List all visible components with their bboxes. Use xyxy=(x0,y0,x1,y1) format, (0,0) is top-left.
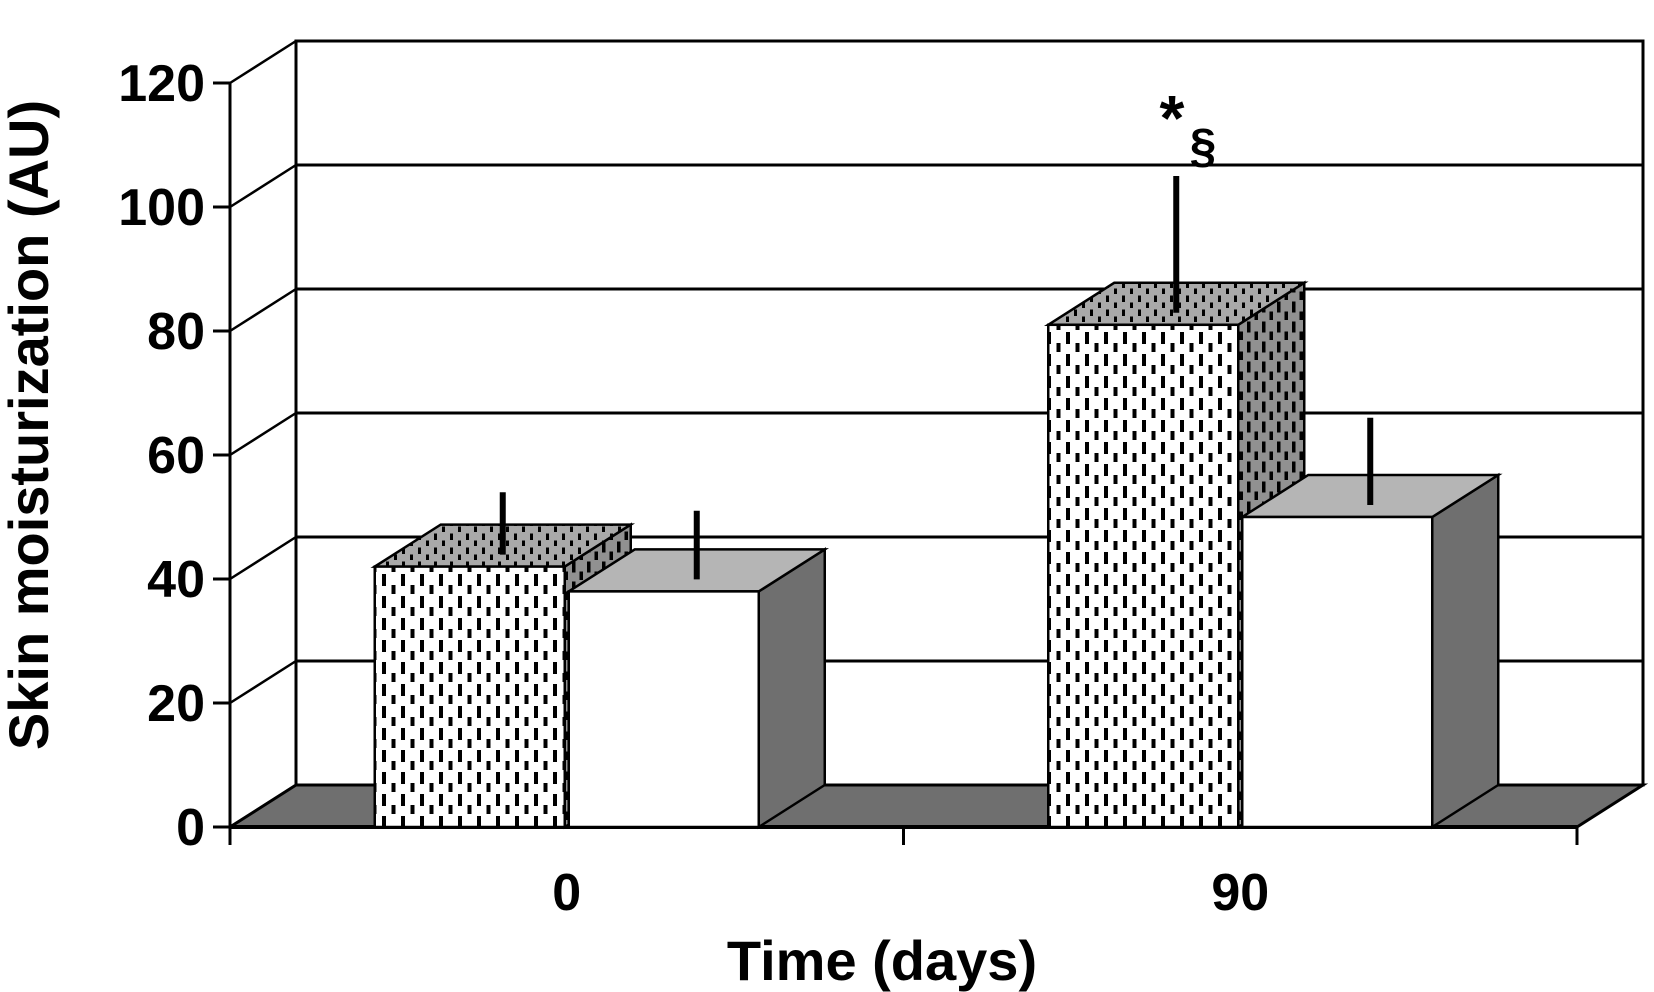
side-wall-gridline xyxy=(229,659,297,705)
bar-side-face xyxy=(1431,472,1500,830)
axis-labels-group: 0 20 40 60 80 100 120 0 90 xyxy=(118,55,1269,922)
bar-front-face xyxy=(567,590,760,829)
y-tick-label: 40 xyxy=(147,551,205,609)
bar-white-cat0 xyxy=(564,547,830,830)
bar-side-face xyxy=(757,547,826,830)
bar-front-face xyxy=(1047,323,1240,829)
bar-front-face xyxy=(373,565,566,829)
y-tick-label: 120 xyxy=(118,55,205,113)
y-tick-label: 80 xyxy=(147,303,205,361)
side-wall-gridline xyxy=(229,783,297,829)
side-wall-gridline xyxy=(229,411,297,457)
side-wall-gridline xyxy=(229,287,297,333)
y-tick-label: 60 xyxy=(147,427,205,485)
side-wall-gridline xyxy=(229,163,297,209)
y-axis-title: Skin moisturization (AU) xyxy=(0,100,60,750)
significance-section-sign: § xyxy=(1190,120,1217,173)
x-axis-title: Time (days) xyxy=(727,929,1037,992)
bar-front-face xyxy=(1241,515,1434,829)
category-label: 0 xyxy=(552,864,581,922)
bar-white-cat90 xyxy=(1237,472,1503,830)
side-wall-gridline xyxy=(229,535,297,581)
significance-star: * xyxy=(1160,82,1185,154)
side-wall-gridline xyxy=(229,39,297,85)
y-tick-label: 20 xyxy=(147,675,205,733)
bars-group xyxy=(370,280,1503,830)
y-tick-label: 100 xyxy=(118,179,205,237)
error-bars-group xyxy=(499,176,1374,580)
category-label: 90 xyxy=(1211,864,1269,922)
y-tick-label: 0 xyxy=(176,799,205,857)
